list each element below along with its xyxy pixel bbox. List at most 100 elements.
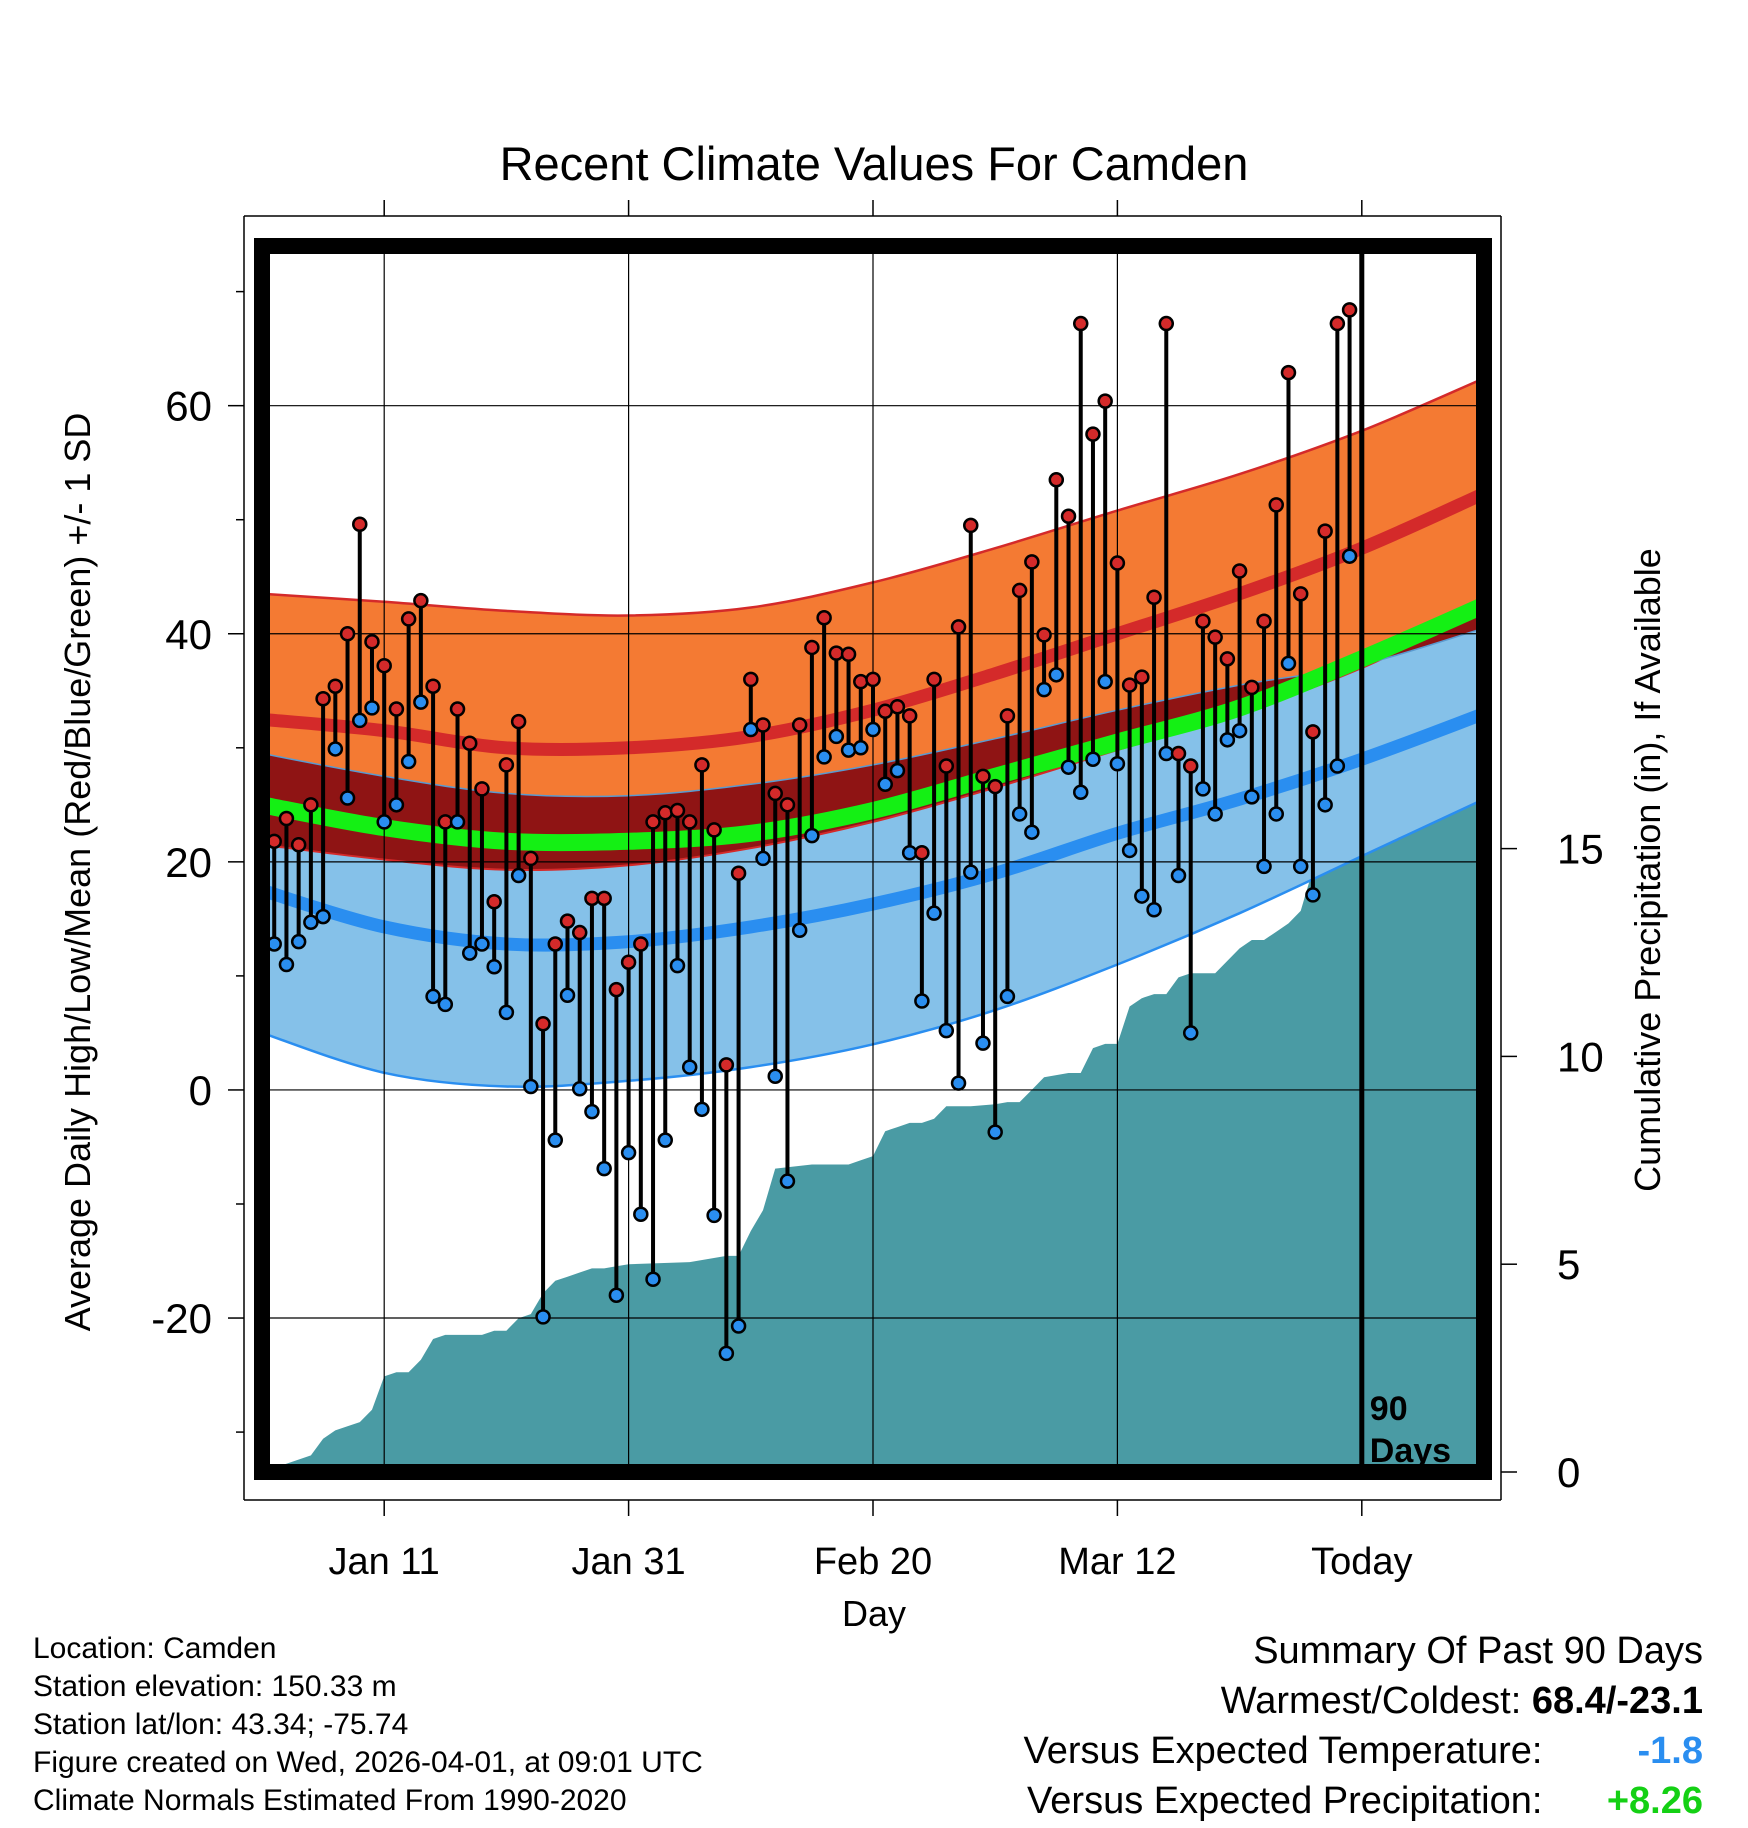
- daily-high-point: [1011, 582, 1028, 599]
- daily-high-point: [828, 645, 845, 661]
- daily-low-point: [1048, 667, 1065, 683]
- y-tick-label: 60: [165, 383, 212, 430]
- daily-high-point: [730, 865, 747, 882]
- daily-high-point: [327, 678, 344, 694]
- info-latlon: Station lat/lon: 43.34; -75.74: [33, 1708, 409, 1741]
- daily-high-point: [914, 844, 930, 861]
- daily-low-point: [486, 959, 502, 975]
- y-tick-label: 0: [189, 1067, 212, 1114]
- daily-high-point: [816, 610, 832, 626]
- daily-high-point: [889, 698, 906, 715]
- daily-low-point: [303, 914, 319, 931]
- daily-low-point: [645, 1271, 661, 1288]
- summary-title: Summary Of Past 90 Days: [1253, 1630, 1703, 1672]
- daily-high-point: [474, 781, 490, 797]
- daily-low-point: [437, 996, 454, 1013]
- daily-low-point: [559, 987, 576, 1004]
- summary-warmest-row: Warmest/Coldest: 68.4/-23.1: [1024, 1676, 1703, 1726]
- daily-high-point: [1195, 613, 1211, 629]
- daily-high-point: [681, 814, 698, 830]
- daily-high-point: [1072, 315, 1089, 332]
- daily-high-point: [963, 517, 979, 534]
- daily-low-point: [1268, 806, 1285, 822]
- daily-low-point: [547, 1132, 564, 1148]
- daily-low-point: [779, 1173, 796, 1189]
- daily-high-point: [290, 836, 307, 853]
- daily-low-point: [681, 1059, 698, 1075]
- daily-low-point: [963, 864, 979, 880]
- daily-low-point: [1244, 789, 1260, 805]
- daily-low-point: [523, 1078, 539, 1095]
- daily-high-point: [718, 1057, 735, 1073]
- daily-high-point: [669, 802, 686, 819]
- daily-high-point: [633, 936, 649, 952]
- daily-low-point: [791, 922, 808, 939]
- daily-high-point: [315, 691, 331, 707]
- daily-high-point: [376, 657, 392, 674]
- daily-high-point: [1219, 651, 1236, 667]
- daily-high-point: [1060, 508, 1077, 525]
- daily-high-point: [950, 619, 967, 635]
- precip-label: Versus Expected Precipitation:: [1027, 1780, 1543, 1822]
- daily-low-point: [1060, 759, 1077, 775]
- today-days-word: Days: [1370, 1432, 1451, 1470]
- daily-high-point: [1170, 745, 1187, 762]
- daily-low-point: [730, 1318, 747, 1334]
- daily-low-point: [413, 694, 429, 710]
- daily-high-point: [987, 778, 1003, 795]
- warmest-label: Warmest/Coldest:: [1220, 1680, 1522, 1722]
- precip-area: [262, 748, 1484, 1472]
- daily-low-point: [474, 936, 490, 952]
- daily-low-point: [987, 1124, 1003, 1140]
- overlap-band: [262, 608, 1484, 871]
- daily-low-point: [596, 1160, 612, 1177]
- daily-high-point: [1158, 315, 1175, 332]
- daily-high-point: [804, 639, 820, 656]
- info-location: Location: Camden: [33, 1632, 277, 1665]
- daily-low-point: [816, 749, 832, 765]
- daily-low-point: [376, 814, 392, 830]
- daily-high-point: [559, 913, 576, 929]
- info-created: Figure created on Wed, 2026-04-01, at 09…: [33, 1746, 703, 1779]
- daily-low-point: [1256, 858, 1272, 875]
- plot-frame: [254, 238, 1492, 1480]
- daily-low-point: [1231, 722, 1248, 739]
- daily-low-point: [1170, 867, 1187, 884]
- daily-high-point: [1036, 627, 1052, 643]
- daily-low-point: [1341, 548, 1358, 564]
- daily-low-point: [657, 1132, 674, 1148]
- daily-high-point: [1341, 302, 1358, 318]
- x-tick-label: Jan 31: [572, 1541, 686, 1583]
- daily-high-point: [657, 805, 674, 821]
- daily-high-point: [1207, 629, 1223, 645]
- daily-low-point: [938, 1022, 955, 1039]
- y2-tick-label: 15: [1557, 826, 1604, 873]
- daily-high-point: [926, 671, 942, 688]
- daily-low-point: [278, 956, 295, 973]
- temp-label: Versus Expected Temperature:: [1023, 1730, 1543, 1772]
- x-axis-label: Day: [842, 1593, 906, 1634]
- daily-low-point: [290, 933, 307, 950]
- daily-low-point: [1317, 797, 1333, 813]
- daily-high-point: [694, 757, 710, 773]
- daily-low-point: [425, 988, 441, 1005]
- daily-high-point: [1024, 554, 1040, 570]
- daily-low-point: [1097, 673, 1113, 690]
- daily-low-point: [706, 1207, 722, 1224]
- daily-high-point: [1121, 677, 1138, 693]
- daily-low-point: [1292, 858, 1309, 875]
- daily-low-point: [1219, 732, 1236, 748]
- daily-high-point: [1182, 758, 1199, 774]
- daily-high-point: [352, 516, 368, 533]
- y2-tick-label: 10: [1557, 1033, 1604, 1080]
- daily-low-point: [449, 814, 466, 830]
- daily-high-point: [755, 717, 771, 733]
- x-tick-label: Jan 11: [329, 1541, 440, 1583]
- daily-low-point: [950, 1075, 967, 1091]
- y-tick-label: -20: [151, 1295, 212, 1342]
- station-info: Location: Camden Station elevation: 150.…: [33, 1630, 703, 1820]
- daily-low-point: [853, 740, 869, 756]
- daily-low-point: [975, 1035, 991, 1051]
- daily-high-point: [853, 673, 869, 690]
